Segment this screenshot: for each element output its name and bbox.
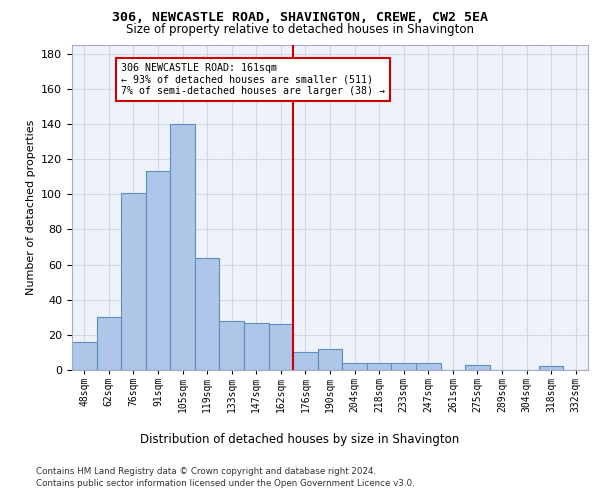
Text: Contains HM Land Registry data © Crown copyright and database right 2024.: Contains HM Land Registry data © Crown c…	[36, 468, 376, 476]
Bar	[318, 349, 342, 370]
Text: Contains public sector information licensed under the Open Government Licence v3: Contains public sector information licen…	[36, 479, 415, 488]
Text: 306, NEWCASTLE ROAD, SHAVINGTON, CREWE, CW2 5EA: 306, NEWCASTLE ROAD, SHAVINGTON, CREWE, …	[112, 11, 488, 24]
Bar	[539, 366, 563, 370]
Bar	[416, 363, 440, 370]
Text: Size of property relative to detached houses in Shavington: Size of property relative to detached ho…	[126, 22, 474, 36]
Bar	[269, 324, 293, 370]
Bar	[391, 363, 416, 370]
Bar	[465, 364, 490, 370]
Bar	[97, 318, 121, 370]
Bar	[170, 124, 195, 370]
Bar	[244, 322, 269, 370]
Text: Distribution of detached houses by size in Shavington: Distribution of detached houses by size …	[140, 432, 460, 446]
Text: 306 NEWCASTLE ROAD: 161sqm
← 93% of detached houses are smaller (511)
7% of semi: 306 NEWCASTLE ROAD: 161sqm ← 93% of deta…	[121, 62, 385, 96]
Bar	[367, 363, 391, 370]
Y-axis label: Number of detached properties: Number of detached properties	[26, 120, 35, 295]
Bar	[342, 363, 367, 370]
Bar	[146, 172, 170, 370]
Bar	[121, 192, 146, 370]
Bar	[293, 352, 318, 370]
Bar	[72, 342, 97, 370]
Bar	[220, 321, 244, 370]
Bar	[195, 258, 220, 370]
